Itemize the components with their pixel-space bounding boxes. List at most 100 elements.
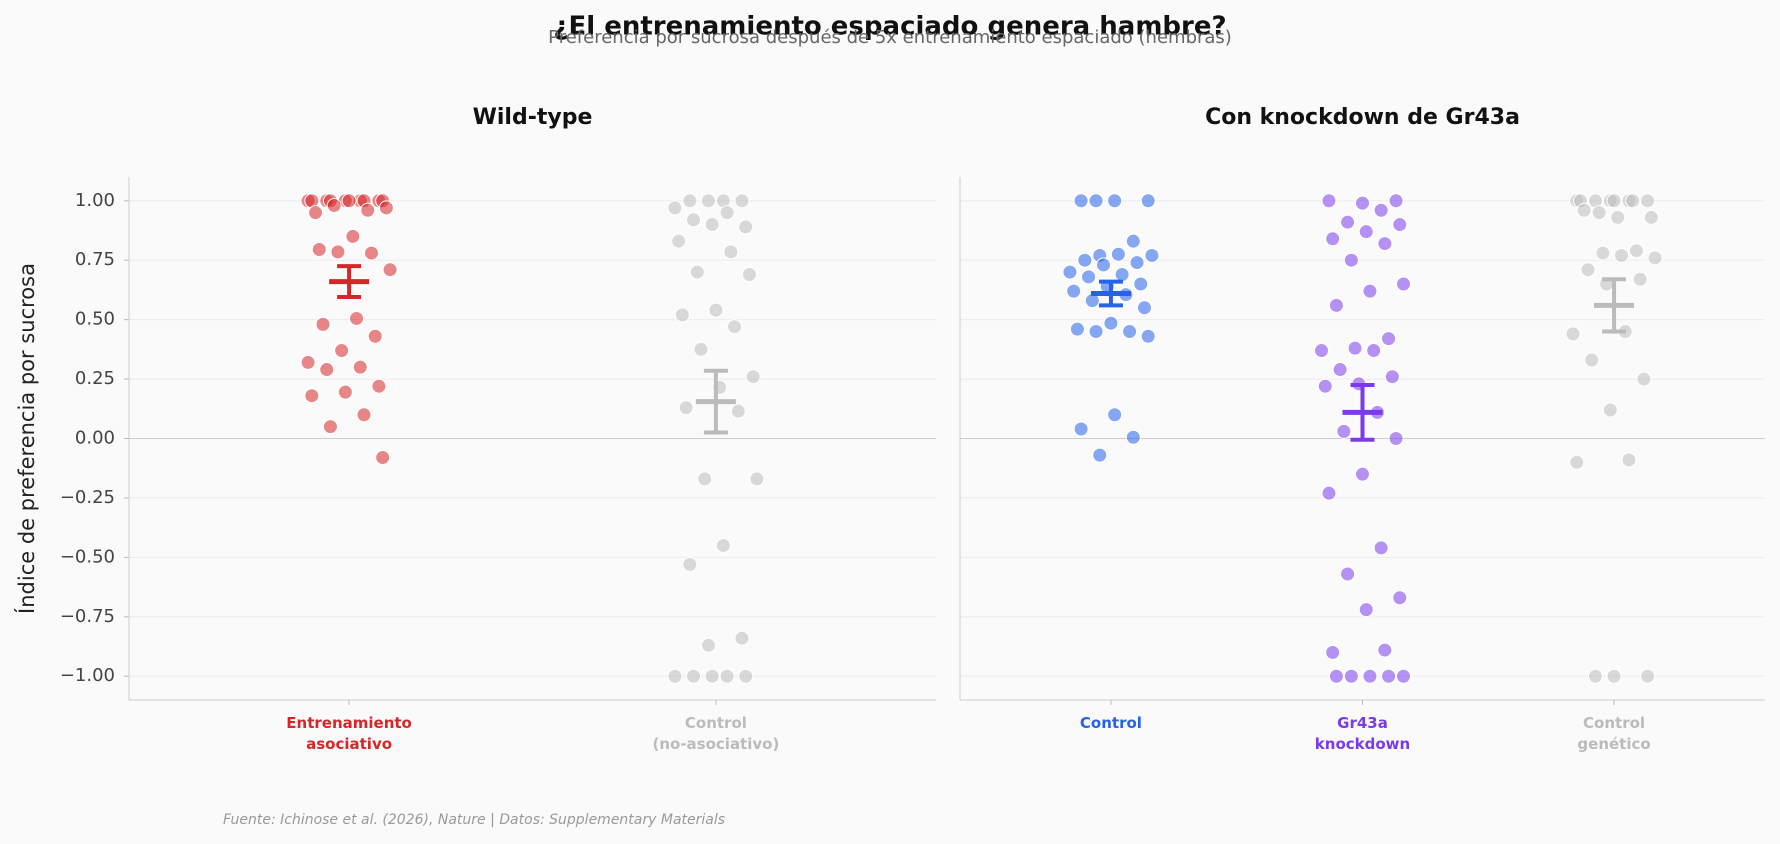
data-point [715, 537, 731, 553]
data-point [1591, 205, 1607, 221]
data-point [341, 193, 357, 209]
data-point [1610, 209, 1626, 225]
data-point [371, 378, 387, 394]
data-point [704, 217, 720, 233]
data-point [308, 205, 324, 221]
data-point [1606, 668, 1622, 684]
data-point [1628, 243, 1644, 259]
data-point [1136, 300, 1152, 316]
y-tick-label: −0.25 [60, 487, 115, 508]
data-point [345, 228, 361, 244]
data-point [1088, 324, 1104, 340]
data-point [1358, 602, 1374, 618]
data-point [1140, 193, 1156, 209]
data-point [741, 266, 757, 282]
data-point [382, 262, 398, 278]
data-point [708, 302, 724, 318]
data-point [1392, 217, 1408, 233]
data-point [1062, 264, 1078, 280]
chart-title: ¿El entrenamiento espaciado genera hambr… [553, 12, 1226, 42]
data-point [1366, 343, 1382, 359]
y-axis-label: Índice de preferencia por sucrosa [14, 263, 39, 614]
data-point [682, 193, 698, 209]
data-point [719, 205, 735, 221]
data-point [378, 200, 394, 216]
data-point [1358, 224, 1374, 240]
data-point [334, 343, 350, 359]
panel-title: Con knockdown de Gr43a [1205, 105, 1520, 130]
data-point [1388, 431, 1404, 446]
data-point [360, 202, 376, 218]
data-point [734, 193, 750, 209]
data-point [738, 219, 754, 235]
data-point [1325, 231, 1341, 247]
data-point [1343, 668, 1359, 684]
data-point [315, 316, 331, 332]
data-point [1125, 233, 1141, 249]
data-point [749, 471, 765, 487]
data-point [326, 198, 342, 214]
data-point [1377, 642, 1393, 658]
x-tick-label: Entrenamiento asociativo [286, 714, 412, 753]
data-point [1129, 255, 1145, 271]
chart-subtitle: Preferencia por sucrosa después de 5x en… [548, 27, 1232, 48]
data-point [304, 388, 320, 404]
panel-title: Wild-type [473, 105, 593, 130]
data-point [1396, 668, 1411, 684]
x-tick-label: Control (no-asociativo) [652, 714, 780, 753]
data-point [1569, 454, 1585, 470]
y-tick-label: −0.75 [60, 606, 115, 627]
data-point [337, 384, 353, 400]
data-point [352, 359, 368, 375]
data-point [1328, 668, 1344, 684]
data-point [1073, 421, 1089, 437]
data-point [1314, 343, 1329, 359]
data-point [1140, 328, 1156, 344]
data-point [1621, 452, 1637, 468]
data-point [1340, 214, 1356, 230]
data-point [1643, 209, 1659, 225]
data-point [667, 200, 683, 216]
x-tick-label: Control [1079, 714, 1142, 732]
data-point [1336, 423, 1352, 439]
data-point [1088, 193, 1104, 209]
data-point [678, 400, 694, 416]
data-point [322, 419, 338, 435]
data-point [1614, 247, 1630, 263]
data-point [1355, 466, 1370, 482]
data-point [375, 450, 391, 466]
data-point [700, 637, 716, 653]
data-point [1640, 668, 1656, 684]
data-point [1392, 590, 1408, 606]
source-note: Fuente: Ichinose et al. (2026), Nature |… [223, 812, 725, 828]
data-point [1073, 193, 1089, 209]
y-tick-label: 0.25 [75, 368, 115, 389]
data-point [1092, 447, 1108, 463]
y-tick-label: 0.00 [75, 428, 115, 449]
data-point [1328, 297, 1344, 313]
data-point [1081, 269, 1097, 285]
data-point [1396, 276, 1411, 292]
data-point [330, 244, 346, 260]
data-point [1580, 262, 1596, 278]
data-point [1347, 340, 1363, 356]
data-point [1125, 429, 1141, 445]
data-point [1587, 668, 1603, 684]
data-point [300, 354, 316, 370]
x-tick-label: Control genético [1577, 714, 1651, 753]
data-point [738, 668, 754, 684]
data-point [686, 212, 702, 228]
data-point [682, 556, 698, 572]
data-point [356, 407, 372, 423]
data-point [719, 668, 735, 684]
data-point [704, 668, 720, 684]
data-point [319, 362, 335, 378]
data-point [1640, 193, 1656, 209]
data-point [1114, 266, 1130, 282]
data-point [1340, 566, 1356, 582]
data-point [727, 319, 743, 335]
data-point [1321, 193, 1337, 209]
data-point [1332, 362, 1348, 378]
